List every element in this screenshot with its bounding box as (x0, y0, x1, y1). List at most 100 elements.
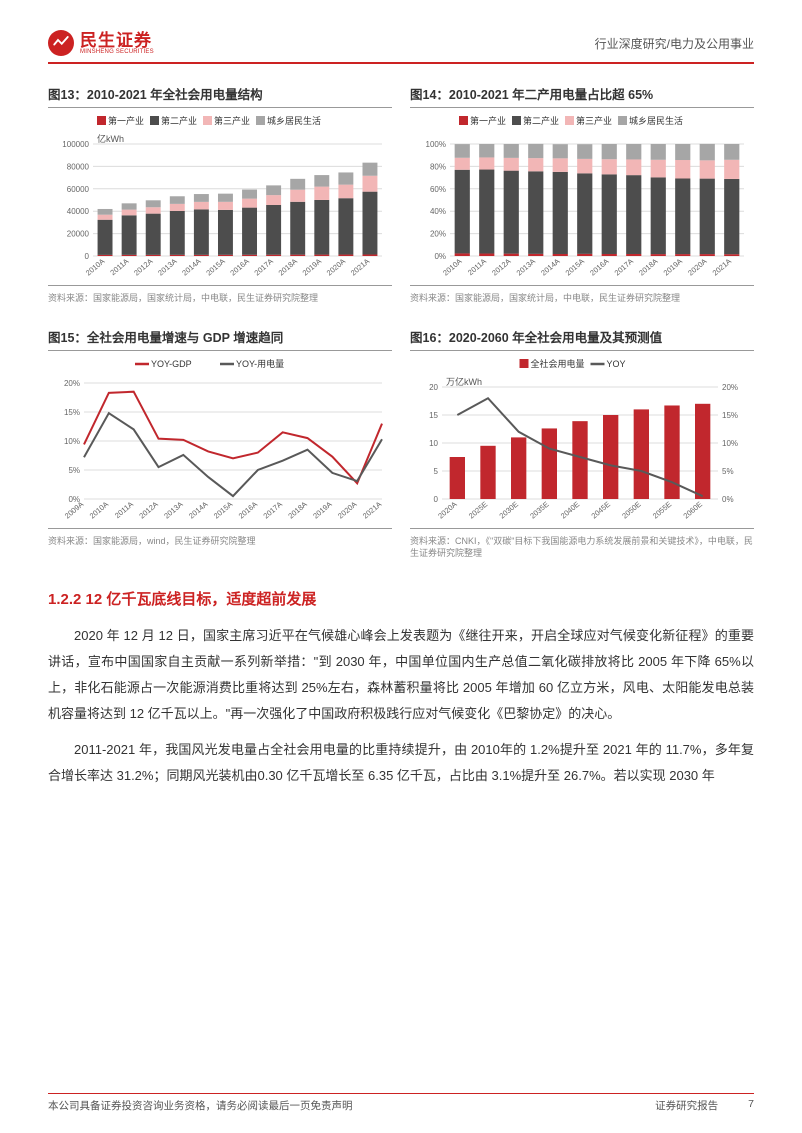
svg-text:20000: 20000 (67, 230, 90, 239)
svg-text:2035E: 2035E (528, 499, 550, 520)
svg-text:2018A: 2018A (277, 257, 299, 278)
svg-text:10%: 10% (722, 439, 738, 448)
svg-text:2018A: 2018A (286, 499, 308, 520)
paragraph: 2020 年 12 月 12 日，国家主席习近平在气候雄心峰会上发表题为《继往开… (48, 623, 754, 727)
svg-text:2010A: 2010A (88, 499, 110, 520)
svg-text:2020A: 2020A (325, 257, 347, 278)
page-number: 7 (748, 1098, 754, 1113)
svg-text:2050E: 2050E (620, 499, 642, 520)
svg-text:2016A: 2016A (228, 257, 250, 278)
chart-15: 图15：全社会用电量增速与 GDP 增速趋同 YOY-GDPYOY-用电量0%5… (48, 327, 392, 560)
svg-text:0: 0 (434, 495, 439, 504)
svg-text:0: 0 (85, 252, 90, 261)
chart-source: 资料来源：国家能源局，wind，民生证券研究院整理 (48, 535, 392, 548)
svg-text:全社会用电量: 全社会用电量 (531, 358, 585, 369)
svg-text:2021A: 2021A (361, 499, 383, 520)
svg-text:2015A: 2015A (204, 257, 226, 278)
svg-text:5%: 5% (68, 466, 80, 475)
svg-text:2012A: 2012A (132, 257, 154, 278)
chart-canvas: 第一产业 第二产业 第三产业 城乡居民生活亿kWh 0 20000 40000 60000 80… (48, 114, 388, 286)
svg-text:2013A: 2013A (515, 257, 537, 278)
chart-source: 资料来源：国家能源局，国家统计局，中电联，民生证券研究院整理 (410, 292, 754, 305)
svg-text:2016A: 2016A (588, 257, 610, 278)
chart-source: 资料来源：国家能源局，国家统计局，中电联，民生证券研究院整理 (48, 292, 392, 305)
svg-text:城乡居民生活: 城乡居民生活 (267, 115, 321, 126)
svg-text:10%: 10% (64, 437, 80, 446)
svg-text:YOY-GDP: YOY-GDP (151, 359, 192, 369)
chart-title: 图16：2020-2060 年全社会用电量及其预测值 (410, 327, 754, 351)
logo-en: MINSHENG SECURITIES (80, 49, 154, 55)
svg-text:2040E: 2040E (559, 499, 581, 520)
svg-text:2020A: 2020A (436, 499, 458, 520)
svg-text:第二产业: 第二产业 (523, 115, 559, 126)
chart-canvas: YOY-GDPYOY-用电量0%5%10%15%20%2009A2010A201… (48, 357, 388, 529)
svg-text:0%: 0% (434, 252, 446, 261)
svg-text:2017A: 2017A (253, 257, 275, 278)
svg-text:2025E: 2025E (467, 499, 489, 520)
svg-text:15%: 15% (722, 411, 738, 420)
svg-text:60%: 60% (430, 185, 446, 194)
page-footer: 本公司具备证券投资咨询业务资格，请务必阅读最后一页免责声明 证券研究报告 7 (0, 1093, 802, 1113)
svg-text:2011A: 2011A (466, 257, 488, 277)
svg-text:第三产业: 第三产业 (576, 115, 612, 126)
svg-text:城乡居民生活: 城乡居民生活 (629, 115, 683, 126)
svg-text:20: 20 (429, 383, 438, 392)
svg-text:2011A: 2011A (113, 499, 135, 519)
svg-text:20%: 20% (722, 383, 738, 392)
svg-text:40%: 40% (430, 207, 446, 216)
svg-text:2060E: 2060E (682, 499, 704, 520)
svg-text:2020A: 2020A (686, 257, 708, 278)
svg-text:亿kWh: 亿kWh (97, 133, 124, 144)
svg-text:20%: 20% (430, 230, 446, 239)
chart-canvas: 第一产业第二产业第三产业城乡居民生活0%20%40%60%80%100%2010… (410, 114, 750, 286)
svg-text:YOY: YOY (607, 359, 626, 369)
svg-text:10: 10 (429, 439, 438, 448)
svg-text:15: 15 (429, 411, 438, 420)
svg-text:2011A: 2011A (108, 257, 130, 277)
svg-text:2015A: 2015A (564, 257, 586, 278)
paragraph: 2011-2021 年，我国风光发电量占全社会用电量的比重持续提升，由 2010… (48, 737, 754, 789)
svg-text:2017A: 2017A (613, 257, 635, 278)
svg-text:40000: 40000 (67, 207, 90, 216)
svg-text:80000: 80000 (67, 162, 90, 171)
svg-text:2021A: 2021A (349, 257, 371, 278)
svg-text:2017A: 2017A (262, 499, 284, 520)
svg-text:20%: 20% (64, 379, 80, 388)
svg-text:100000: 100000 (62, 140, 89, 149)
chart-16: 图16：2020-2060 年全社会用电量及其预测值 全社会用电量 YOY 万亿kW… (410, 327, 754, 560)
svg-text:2055E: 2055E (651, 499, 673, 520)
svg-text:15%: 15% (64, 408, 80, 417)
svg-text:100%: 100% (426, 140, 446, 149)
svg-text:2020A: 2020A (336, 499, 358, 520)
svg-text:万亿kWh: 万亿kWh (446, 376, 482, 387)
svg-text:第二产业: 第二产业 (161, 115, 197, 126)
chart-14: 图14：2010-2021 年二产用电量占比超 65% 第一产业第二产业第三产业… (410, 84, 754, 305)
svg-text:5: 5 (434, 467, 439, 476)
logo-icon (48, 30, 74, 56)
svg-text:5%: 5% (722, 467, 734, 476)
svg-text:2013A: 2013A (162, 499, 184, 520)
svg-text:2014A: 2014A (187, 499, 209, 520)
svg-text:第一产业: 第一产业 (108, 115, 144, 126)
svg-text:2045E: 2045E (590, 499, 612, 520)
svg-text:2030E: 2030E (498, 499, 520, 520)
footer-disclaimer: 本公司具备证券投资咨询业务资格，请务必阅读最后一页免责声明 (48, 1098, 353, 1113)
svg-text:80%: 80% (430, 162, 446, 171)
chart-title: 图15：全社会用电量增速与 GDP 增速趋同 (48, 327, 392, 351)
svg-text:2014A: 2014A (180, 257, 202, 278)
svg-text:2012A: 2012A (137, 499, 159, 520)
chart-source: 资料来源：CNKI，《"双碳"目标下我国能源电力系统发展前景和关键技术》，中电联… (410, 535, 754, 560)
chart-title: 图14：2010-2021 年二产用电量占比超 65% (410, 84, 754, 108)
svg-text:2019A: 2019A (662, 257, 684, 278)
svg-text:0%: 0% (722, 495, 734, 504)
svg-text:第三产业: 第三产业 (214, 115, 250, 126)
svg-text:2015A: 2015A (212, 499, 234, 520)
logo: 民生证券 MINSHENG SECURITIES (48, 30, 154, 56)
chart-13: 图13：2010-2021 年全社会用电量结构 第一产业第二产业第三产业城乡居民… (48, 84, 392, 305)
svg-text:2014A: 2014A (539, 257, 561, 278)
svg-text:2013A: 2013A (156, 257, 178, 278)
chart-canvas: 全社会用电量 YOY 万亿kWh 0 5 10 15 20 0% 5% 10% 15% 20% 2020A… (410, 357, 750, 529)
svg-text:60000: 60000 (67, 185, 90, 194)
svg-text:2021A: 2021A (711, 257, 733, 278)
svg-text:2016A: 2016A (237, 499, 259, 520)
